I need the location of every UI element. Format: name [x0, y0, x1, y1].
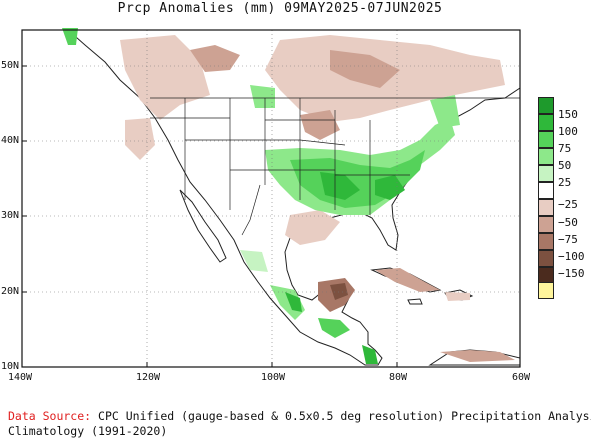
- lon-label: 120W: [136, 372, 161, 383]
- legend-swatch: [538, 182, 554, 199]
- legend-level-label: −150: [558, 267, 585, 280]
- legend-swatch: [538, 250, 554, 267]
- wet-anomaly-region: [240, 250, 268, 272]
- lon-label: 140W: [8, 372, 33, 383]
- legend-level-label: 25: [558, 176, 572, 189]
- legend-swatch: [538, 114, 554, 131]
- legend-level-label: 50: [558, 159, 572, 172]
- wet-anomaly-region: [375, 175, 405, 200]
- wet-anomaly-region: [270, 285, 305, 320]
- legend-swatch: [538, 97, 554, 114]
- anomaly-fills: [62, 28, 515, 364]
- wet-anomaly-region: [430, 95, 460, 128]
- dry-anomaly-region: [300, 110, 340, 140]
- dry-anomaly-region: [330, 50, 400, 88]
- climatology-text: Climatology (1991-2020): [8, 424, 168, 438]
- dry-anomaly-region: [375, 268, 440, 292]
- axis-ticks: [21, 65, 521, 368]
- graticule: [22, 30, 520, 367]
- legend-level-label: −25: [558, 198, 578, 211]
- data-source-label: Data Source:: [8, 409, 92, 423]
- legend-level-label: −75: [558, 233, 578, 246]
- legend-swatch: [538, 216, 554, 233]
- wet-anomaly-region: [62, 28, 78, 45]
- wet-anomaly-region: [285, 292, 302, 312]
- legend-swatch: [538, 199, 554, 216]
- political-borders: [150, 97, 520, 236]
- dry-anomaly-region: [190, 45, 240, 72]
- lat-label: 10N: [1, 361, 20, 372]
- lat-label: 20N: [1, 286, 20, 297]
- legend-level-label: 150: [558, 108, 578, 121]
- legend-swatch: [538, 148, 554, 165]
- lat-label: 30N: [1, 210, 20, 221]
- data-source-text: CPC Unified (gauge-based & 0.5x0.5 deg r…: [98, 409, 591, 423]
- dry-anomaly-region: [445, 292, 470, 301]
- lat-label: 50N: [1, 60, 20, 71]
- land-baja: [179, 189, 227, 263]
- legend-level-label: −50: [558, 216, 578, 229]
- data-source-footer: Data Source: CPC Unified (gauge-based & …: [8, 409, 591, 439]
- legend-level-label: 100: [558, 125, 578, 138]
- legend-swatch: [538, 165, 554, 182]
- wet-anomaly-region: [362, 345, 378, 364]
- wet-anomaly-region: [318, 318, 350, 338]
- lon-label: 60W: [512, 372, 531, 383]
- map-frame: [21, 29, 521, 368]
- dry-anomaly-region: [330, 283, 348, 300]
- dry-anomaly-region: [125, 118, 155, 160]
- land-jamaica: [407, 298, 423, 305]
- legend-swatch: [538, 131, 554, 148]
- map-title: Prcp Anomalies (mm) 09MAY2025-07JUN2025: [117, 1, 443, 16]
- dry-anomaly-region: [440, 350, 515, 362]
- wet-anomaly-region: [250, 85, 275, 108]
- dry-anomaly-region: [120, 35, 210, 120]
- wet-anomaly-region: [320, 172, 360, 200]
- legend-swatch: [538, 282, 554, 299]
- lon-label: 80W: [389, 372, 408, 383]
- legend-level-label: −100: [558, 250, 585, 263]
- legend-level-label: 75: [558, 142, 572, 155]
- lon-label: 100W: [261, 372, 286, 383]
- lat-label: 40N: [1, 135, 20, 146]
- dry-anomaly-region: [285, 210, 340, 245]
- legend-swatch: [538, 233, 554, 250]
